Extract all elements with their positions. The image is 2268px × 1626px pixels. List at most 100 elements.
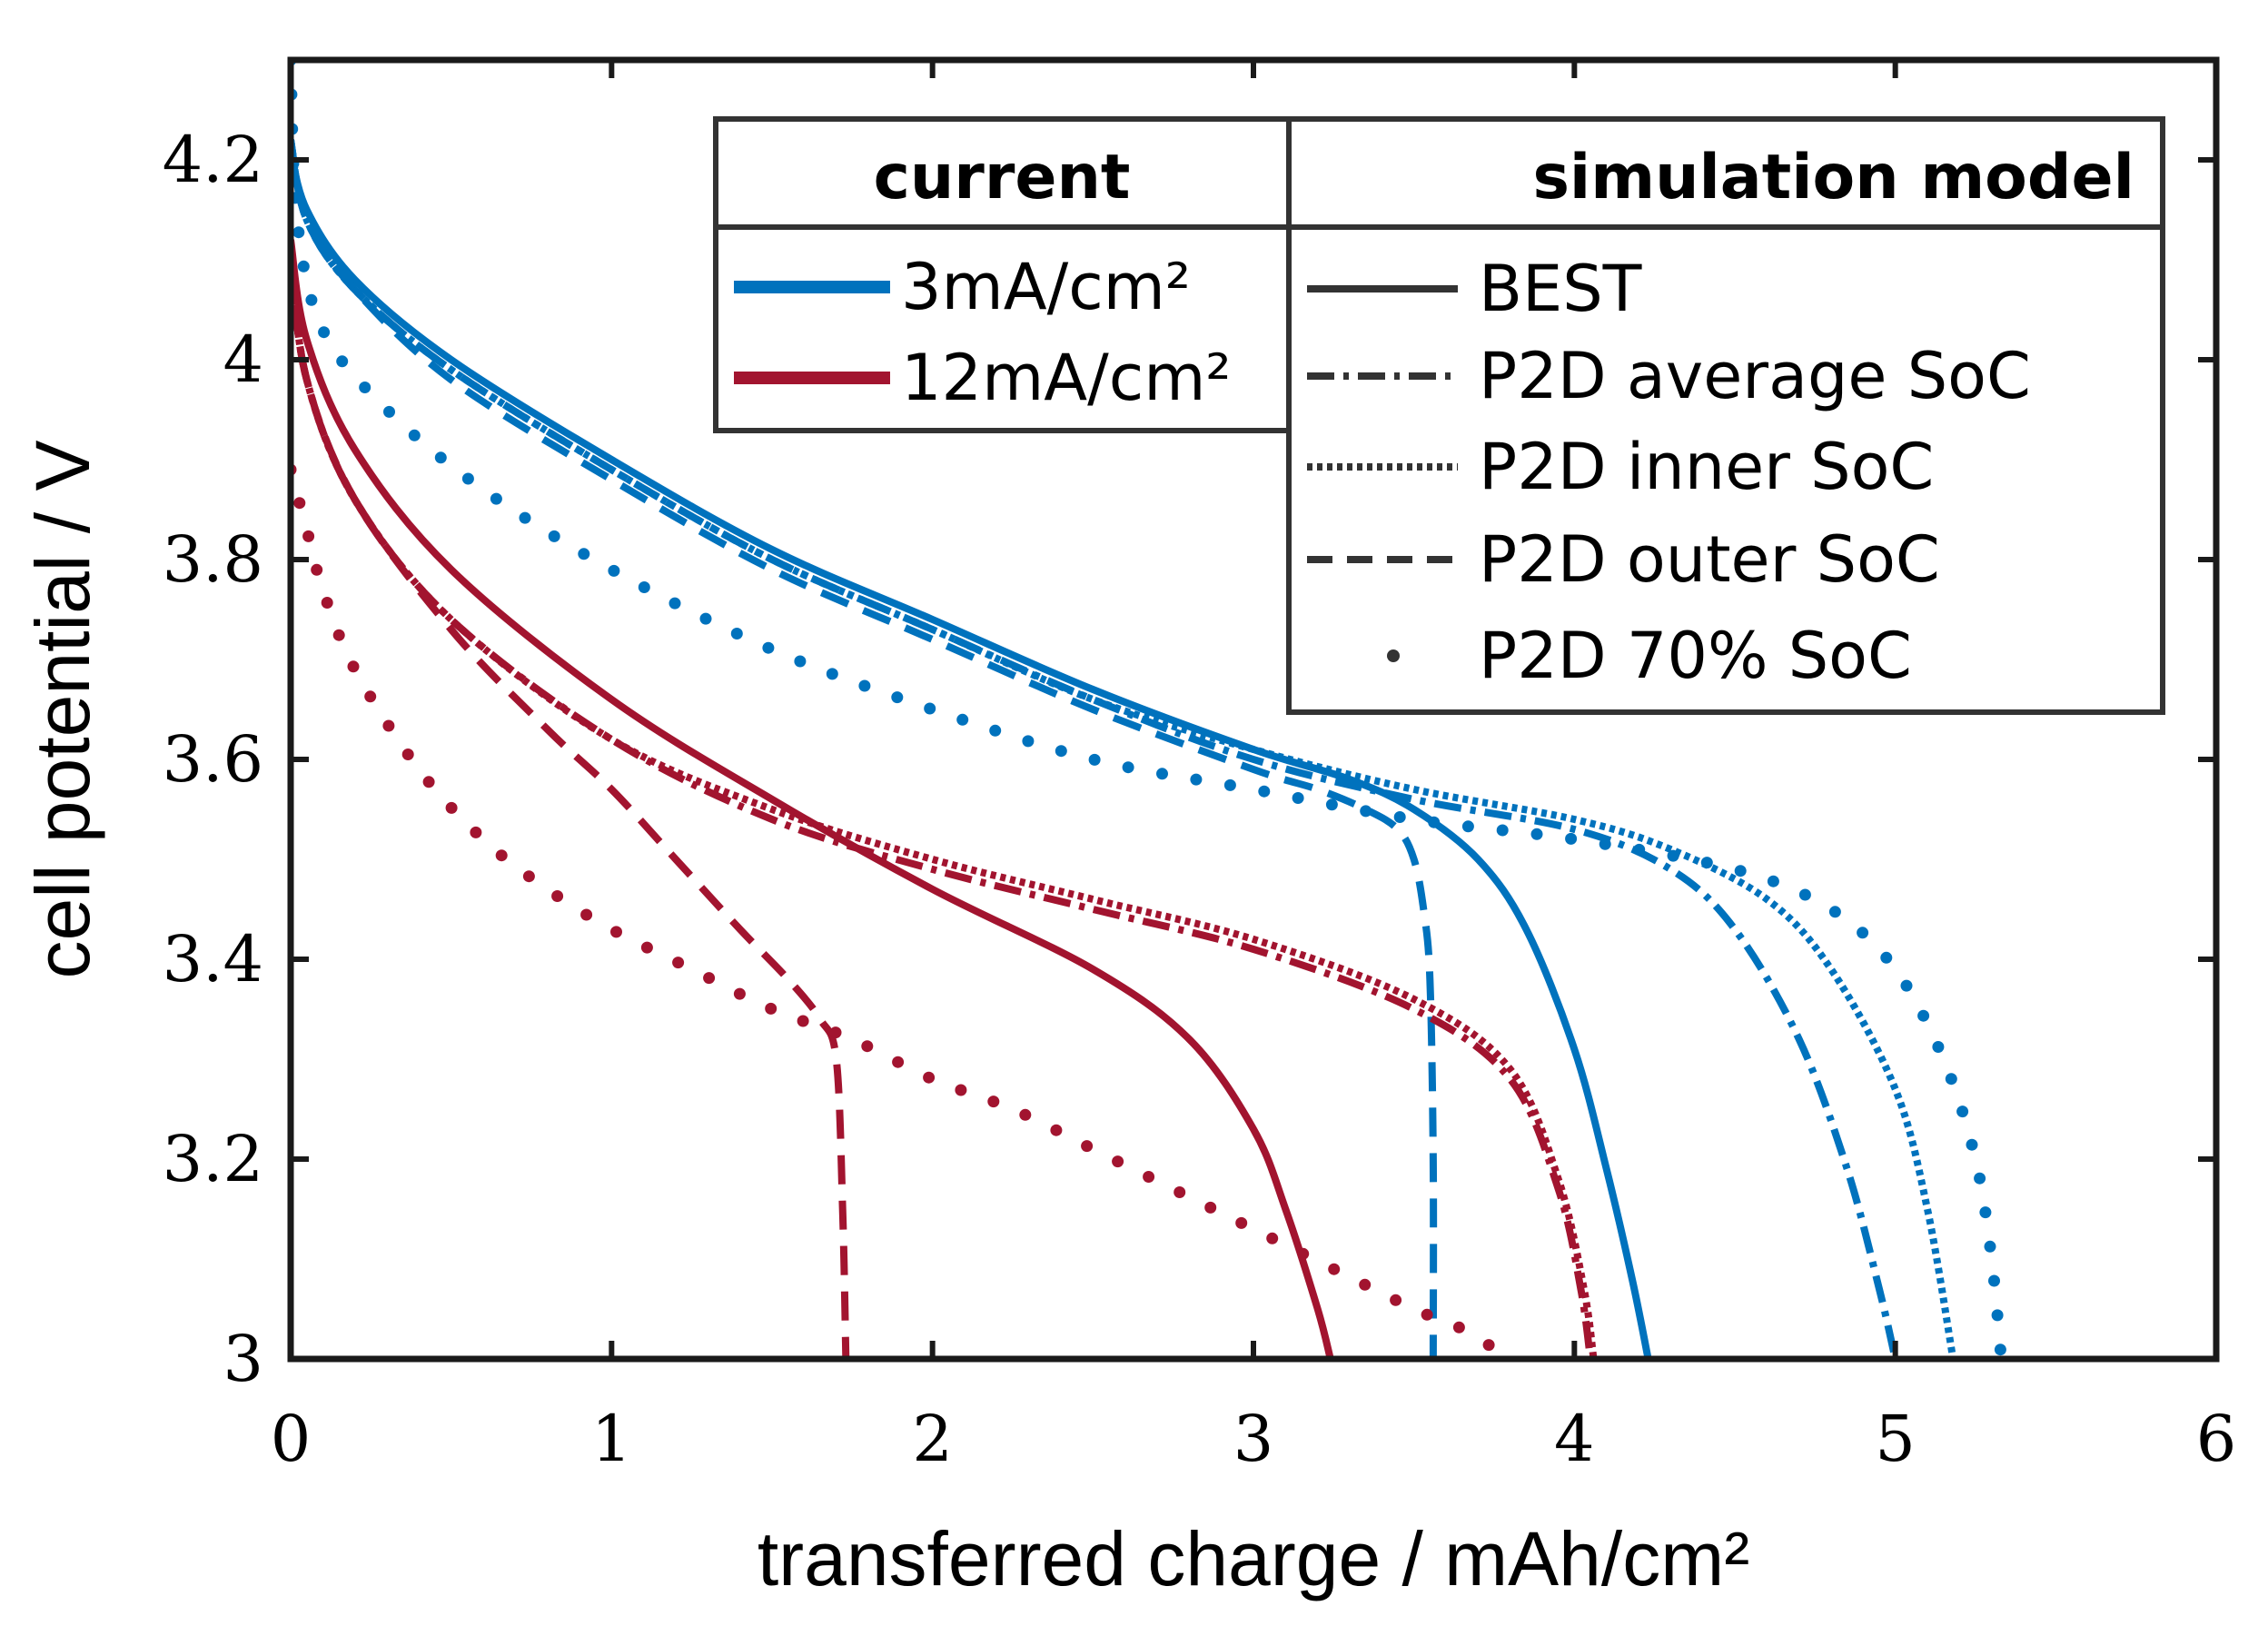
- series-p2d-70-soc-12ma-cm-dot: [523, 870, 535, 882]
- series-p2d-70-soc-3ma-cm-dot: [858, 680, 870, 692]
- series-p2d-70-soc-3ma-cm-dot: [762, 642, 774, 654]
- series-p2d-70-soc-3ma-cm-dot: [924, 703, 936, 715]
- series-p2d-70-soc-3ma-cm-dot: [1966, 1139, 1978, 1151]
- series-p2d-70-soc-3ma-cm-dot: [462, 473, 474, 485]
- series-p2d-70-soc-3ma-cm-dot: [1633, 844, 1645, 856]
- series-p2d-70-soc-3ma-cm-dot: [1156, 768, 1168, 779]
- legend-model-label-outer: P2D outer SoC: [1479, 522, 1940, 597]
- series-p2d-70-soc-3ma-cm-dot: [1799, 889, 1811, 901]
- series-p2d-70-soc-3ma-cm-dot: [520, 512, 531, 524]
- x-tick-label: 2: [912, 1402, 953, 1476]
- series-p2d-70-soc-3ma-cm-dot: [1190, 774, 1202, 786]
- series-p2d-70-soc-3ma-cm-dot: [1956, 1105, 1968, 1117]
- series-p2d-70-soc-3ma-cm-dot: [359, 382, 371, 393]
- series-p2d-70-soc-3ma-cm-dot: [336, 355, 348, 367]
- series-p2d-70-soc-12ma-cm-dot: [703, 972, 715, 984]
- x-tick-label: 0: [271, 1402, 312, 1476]
- series-p2d-70-soc-3ma-cm-dot: [1089, 754, 1101, 766]
- chart: 0 1 2 3 4 5 633.23.43.63.844.2 transferred cha…: [0, 0, 2268, 1626]
- legend-model-label-inner: P2D inner SoC: [1479, 430, 1934, 504]
- legend-current-title: current: [874, 142, 1131, 213]
- series-p2d-70-soc-3ma-cm-dot: [1394, 811, 1406, 823]
- x-tick-label: 1: [591, 1402, 632, 1476]
- series-p2d-70-soc-12ma-cm-dot: [364, 690, 376, 702]
- series-p2d-70-soc-3ma-cm-dot: [1292, 792, 1304, 804]
- legend-model-label-average: P2D average SoC: [1479, 339, 2031, 413]
- series-p2d-70-soc-12ma-cm-dot: [1328, 1264, 1340, 1275]
- series-p2d-70-soc-12ma-cm-dot: [1204, 1202, 1216, 1214]
- series-p2d-70-soc-12ma-cm-dot: [470, 827, 481, 838]
- series-p2d-70-soc-12ma-cm-dot: [580, 909, 592, 921]
- series-p2d-70-soc-3ma-cm-dot: [1701, 857, 1713, 868]
- series-p2d-70-soc-3ma-cm-dot: [1979, 1206, 1991, 1218]
- series-p2d-70-soc-3ma-cm-dot: [1985, 1241, 1996, 1253]
- series-p2d-70-soc-3ma-cm-dot: [1599, 838, 1611, 850]
- series-p2d-70-soc-3ma-cm-dot: [1224, 779, 1236, 791]
- series-p2d-70-soc-12ma-cm-dot: [1235, 1217, 1247, 1229]
- x-tick-label: 3: [1233, 1402, 1274, 1476]
- series-p2d-70-soc-3ma-cm-dot: [827, 668, 838, 679]
- series-p2d-70-soc-12ma-cm-dot: [610, 926, 622, 937]
- series-p2d-70-soc-3ma-cm-dot: [1992, 1309, 2004, 1321]
- x-tick-label: 4: [1554, 1402, 1595, 1476]
- series-p2d-70-soc-3ma-cm-dot: [794, 656, 806, 668]
- series-p2d-70-soc-3ma-cm-dot: [1565, 833, 1577, 845]
- series-p2d-70-soc-12ma-cm-dot: [765, 1003, 777, 1015]
- series-p2d-70-soc-12ma-cm-dot: [1143, 1171, 1154, 1183]
- series-p2d-70-soc-12ma-cm-dot: [797, 1016, 809, 1027]
- series-p2d-70-soc-3ma-cm-dot: [1995, 1343, 2006, 1355]
- series-p2d-70-soc-3ma-cm-dot: [608, 565, 619, 577]
- series-p2d-70-soc-12ma-cm-dot: [1359, 1279, 1371, 1291]
- series-p2d-70-soc-12ma-cm-dot: [496, 849, 508, 861]
- series-p2d-70-soc-3ma-cm-dot: [298, 261, 310, 273]
- series-p2d-70-soc-12ma-cm-dot: [1112, 1155, 1124, 1167]
- series-p2d-70-soc-3ma-cm-dot: [1462, 820, 1474, 832]
- series-p2d-70-soc-12ma-cm-dot: [311, 564, 322, 576]
- y-tick-label: 4: [223, 322, 263, 397]
- series-p2d-70-soc-12ma-cm-dot: [382, 720, 394, 732]
- series-p2d-70-soc-3ma-cm-dot: [1946, 1073, 1957, 1085]
- series-p2d-70-soc-12ma-cm-dot: [551, 890, 563, 902]
- series-p2d-70-soc-3ma-cm-dot: [1022, 735, 1034, 747]
- series-p2d-70-soc-3ma-cm-dot: [891, 691, 903, 703]
- series-p2d-70-soc-3ma-cm-dot: [1428, 817, 1440, 828]
- series-p2d-70-soc-12ma-cm-dot: [861, 1040, 873, 1052]
- series-p2d-70-soc-3ma-cm-dot: [1668, 850, 1679, 862]
- legend-model-label-70pct: P2D 70% SoC: [1479, 619, 1912, 693]
- x-axis-label: transferred charge / mAh/cm²: [758, 1516, 1749, 1601]
- series-p2d-70-soc-12ma-cm-dot: [333, 630, 345, 641]
- y-tick-label: 3: [223, 1322, 263, 1396]
- series-p2d-70-soc-3ma-cm-dot: [409, 430, 421, 441]
- series-p2d-70-soc-3ma-cm-dot: [490, 493, 502, 505]
- series-p2d-70-soc-3ma-cm-dot: [1531, 828, 1543, 840]
- series-p2d-70-soc-3ma-cm-dot: [318, 326, 330, 338]
- series-p2d-70-soc-3ma-cm-dot: [731, 628, 743, 639]
- series-p2d-70-soc-12ma-cm-dot: [641, 942, 653, 954]
- legend-current-label-3mA: 3mA/cm²: [901, 250, 1191, 324]
- legend-model-swatch-70pct: [1387, 649, 1400, 662]
- series-p2d-70-soc-3ma-cm-dot: [1974, 1173, 1986, 1185]
- series-p2d-70-soc-3ma-cm-dot: [1497, 825, 1509, 837]
- y-tick-label: 3.4: [163, 922, 263, 996]
- series-p2d-70-soc-3ma-cm-dot: [292, 226, 304, 238]
- series-p2d-70-soc-12ma-cm-dot: [1483, 1339, 1495, 1351]
- y-tick-label: 4.2: [163, 123, 263, 197]
- series-p2d-70-soc-3ma-cm-dot: [305, 294, 317, 306]
- series-p2d-70-soc-3ma-cm-dot: [1360, 805, 1372, 817]
- y-tick-label: 3.2: [163, 1122, 263, 1196]
- series-p2d-70-soc-12ma-cm-dot: [1081, 1140, 1093, 1152]
- series-p2d-70-soc-12ma-cm-dot: [1421, 1309, 1433, 1321]
- series-p2d-70-soc-12ma-cm-dot: [423, 776, 435, 788]
- series-p2d-70-soc-3ma-cm-dot: [956, 714, 968, 726]
- series-p2d-70-soc-12ma-cm-dot: [1453, 1322, 1465, 1334]
- legend-current-label-12mA: 12mA/cm²: [901, 341, 1231, 415]
- series-p2d-70-soc-12ma-cm-dot: [1019, 1109, 1031, 1121]
- legend-model-label-best: BEST: [1479, 252, 1642, 326]
- series-p2d-70-soc-3ma-cm-dot: [700, 613, 712, 625]
- series-p2d-70-soc-12ma-cm-dot: [1174, 1186, 1185, 1198]
- series-p2d-70-soc-3ma-cm-dot: [1768, 876, 1779, 887]
- series-p2d-70-soc-12ma-cm-dot: [348, 660, 360, 672]
- series-p2d-70-soc-3ma-cm-dot: [1326, 798, 1338, 810]
- series-p2d-70-soc-12ma-cm-dot: [1390, 1294, 1401, 1306]
- y-tick-label: 3.8: [163, 522, 263, 597]
